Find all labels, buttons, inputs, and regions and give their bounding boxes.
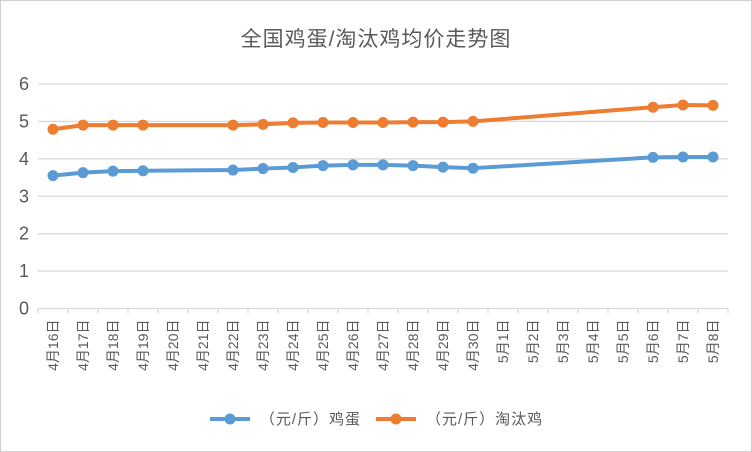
- series-marker-0: [227, 164, 239, 176]
- x-axis-label: 4月24日: [285, 320, 301, 371]
- x-axis-label: 4月17日: [75, 320, 91, 371]
- y-axis-label: 6: [19, 74, 29, 94]
- series-marker-0: [107, 165, 119, 177]
- series-marker-0: [377, 159, 389, 171]
- series-marker-1: [137, 119, 149, 131]
- x-axis-label: 4月27日: [375, 320, 391, 371]
- legend: （元/斤）鸡蛋 （元/斤）淘汰鸡: [1, 408, 751, 429]
- series-marker-0: [347, 159, 359, 171]
- series-marker-1: [677, 99, 689, 111]
- series-marker-1: [47, 123, 59, 135]
- x-axis-label: 4月28日: [405, 320, 421, 371]
- x-axis-label: 4月19日: [135, 320, 151, 371]
- egg-series-legend-marker-icon: [209, 413, 250, 424]
- y-axis-label: 0: [19, 299, 29, 319]
- x-axis-label: 5月4日: [585, 320, 601, 364]
- y-axis-label: 1: [19, 261, 29, 281]
- x-axis-label: 4月29日: [435, 320, 451, 371]
- legend-label-egg: （元/斤）鸡蛋: [259, 411, 361, 428]
- series-marker-0: [137, 165, 149, 177]
- series-marker-0: [707, 151, 719, 163]
- legend-label-culled-chicken: （元/斤）淘汰鸡: [426, 411, 544, 428]
- series-marker-0: [647, 151, 659, 163]
- series-marker-1: [347, 117, 359, 129]
- series-line-1: [51, 102, 715, 132]
- x-axis-label: 5月1日: [495, 320, 511, 364]
- series-marker-0: [437, 161, 449, 173]
- chart-title: 全国鸡蛋/淘汰鸡均价走势图: [240, 28, 512, 51]
- series-marker-1: [227, 119, 239, 131]
- series-marker-0: [257, 163, 269, 175]
- series-marker-1: [647, 101, 659, 113]
- x-axis-label: 4月30日: [465, 320, 481, 371]
- y-axis-label: 5: [19, 111, 29, 131]
- x-axis-label: 4月16日: [45, 320, 61, 371]
- series-marker-1: [77, 119, 89, 131]
- x-axis-label: 5月6日: [645, 320, 661, 364]
- y-axis-label: 4: [19, 149, 29, 169]
- x-axis-label: 5月8日: [705, 320, 721, 364]
- series-marker-1: [437, 116, 449, 128]
- x-axis-label: 5月3日: [555, 320, 571, 364]
- series-marker-0: [317, 160, 329, 172]
- legend-item-egg: （元/斤）鸡蛋: [209, 408, 361, 429]
- x-axis-label: 4月22日: [225, 320, 241, 371]
- x-axis-label: 4月23日: [255, 320, 271, 371]
- series-marker-0: [677, 151, 689, 163]
- x-axis-label: 5月2日: [525, 320, 541, 364]
- x-axis-label: 4月18日: [105, 320, 121, 371]
- x-axis-label: 4月25日: [315, 320, 331, 371]
- x-axis-label: 4月21日: [195, 320, 211, 371]
- series-marker-0: [467, 162, 479, 174]
- y-axis-label: 3: [19, 186, 29, 206]
- series-marker-0: [407, 160, 419, 172]
- culled-chicken-series-legend-marker-icon: [376, 413, 416, 424]
- x-axis-label: 5月7日: [675, 320, 691, 364]
- series-marker-1: [317, 117, 329, 129]
- series-marker-1: [407, 116, 419, 128]
- series-marker-0: [77, 167, 89, 179]
- series-marker-0: [287, 161, 299, 173]
- x-axis-label: 5月5日: [615, 320, 631, 364]
- series-line-0: [51, 154, 715, 178]
- y-axis-label: 2: [19, 224, 29, 244]
- x-axis-label: 4月26日: [345, 320, 361, 371]
- series-marker-1: [107, 119, 119, 131]
- series-marker-1: [287, 117, 299, 129]
- x-axis-label: 4月20日: [165, 320, 181, 371]
- series-marker-1: [467, 115, 479, 127]
- series-marker-1: [257, 118, 269, 130]
- series-marker-0: [47, 170, 59, 182]
- legend-item-culled-chicken: （元/斤）淘汰鸡: [375, 408, 543, 429]
- series-marker-1: [377, 117, 389, 129]
- series-marker-1: [707, 99, 719, 111]
